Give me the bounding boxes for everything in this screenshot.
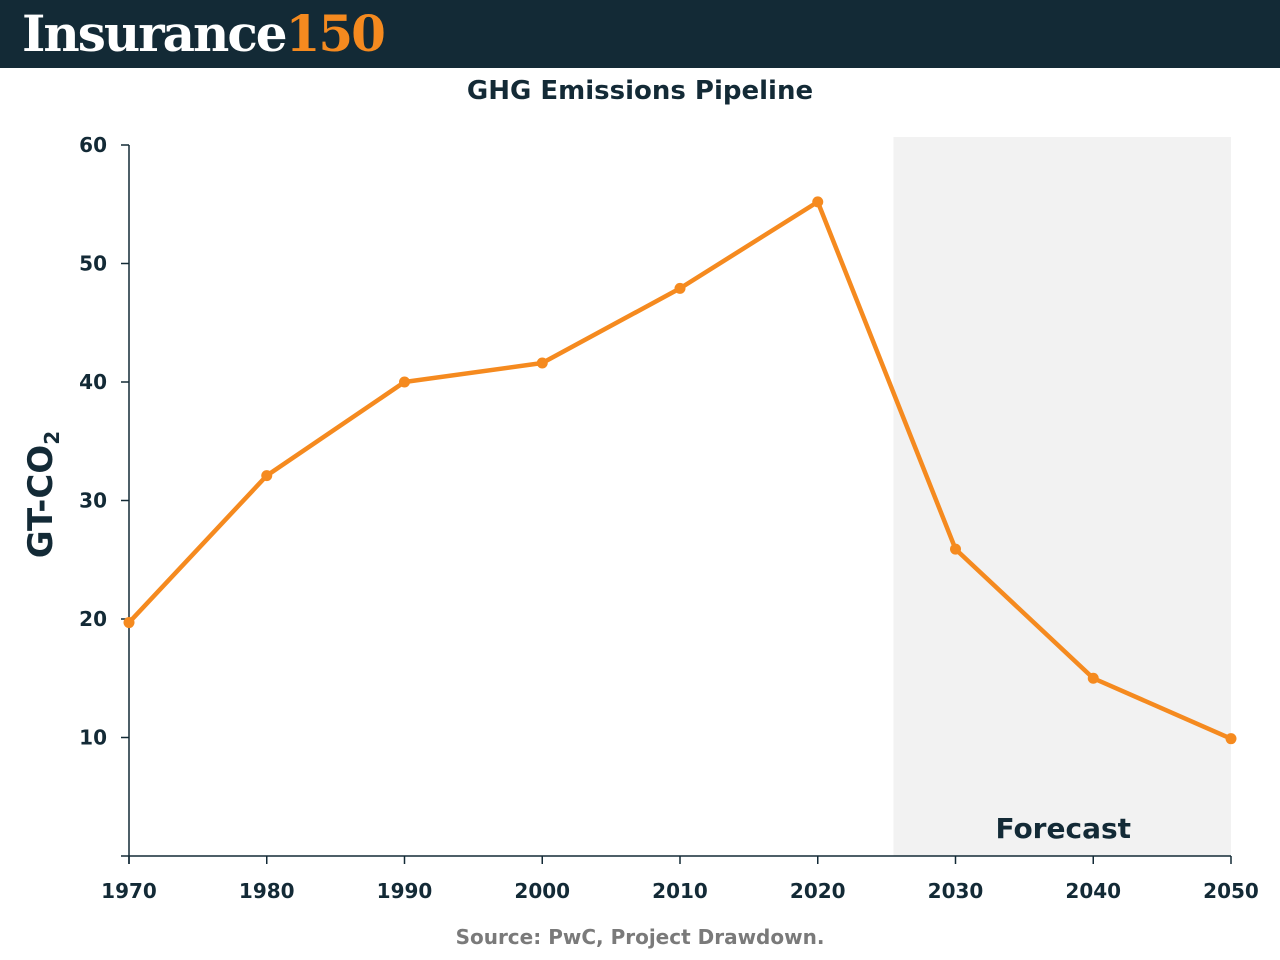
y-tick-label: 30 bbox=[79, 489, 107, 513]
y-axis: 10 20 30 40 50 60 bbox=[79, 133, 130, 864]
data-point[interactable] bbox=[261, 470, 273, 482]
y-tick-label: 20 bbox=[79, 607, 107, 631]
x-tick-label: 1980 bbox=[239, 879, 295, 903]
brand-name: Insurance bbox=[22, 4, 288, 63]
data-point[interactable] bbox=[123, 617, 135, 629]
x-tick-label: 2030 bbox=[928, 879, 984, 903]
chart-title: GHG Emissions Pipeline bbox=[466, 76, 814, 106]
y-tick-label: 60 bbox=[79, 133, 107, 157]
y-axis-title: GT-CO2 bbox=[21, 431, 64, 558]
forecast-region bbox=[893, 137, 1231, 856]
data-point[interactable] bbox=[1087, 672, 1099, 684]
brand-number: 150 bbox=[285, 4, 386, 63]
data-point[interactable] bbox=[399, 376, 410, 388]
data-point[interactable] bbox=[674, 282, 686, 294]
x-tick-label: 1970 bbox=[101, 879, 157, 903]
data-point[interactable] bbox=[536, 357, 548, 369]
data-point[interactable] bbox=[1225, 733, 1237, 745]
x-tick-label: 2020 bbox=[790, 879, 846, 903]
brand-logo[interactable]: Insurance150 bbox=[22, 2, 386, 66]
x-tick-label: 2050 bbox=[1203, 879, 1259, 903]
data-point[interactable] bbox=[950, 543, 961, 555]
x-tick-label: 2010 bbox=[652, 879, 708, 903]
source-note: Source: PwC, Project Drawdown. bbox=[455, 925, 825, 949]
data-point[interactable] bbox=[812, 196, 824, 208]
forecast-label: Forecast bbox=[995, 812, 1131, 845]
y-tick-label: 40 bbox=[79, 370, 107, 394]
y-axis-title-main: GT-CO bbox=[21, 445, 61, 558]
x-tick-label: 2000 bbox=[514, 879, 570, 903]
header-bar: Insurance150 bbox=[0, 0, 1280, 68]
x-tick-label: 2040 bbox=[1065, 879, 1121, 903]
y-axis-title-subscript: 2 bbox=[40, 431, 64, 445]
series-group bbox=[123, 196, 1237, 745]
y-tick-label: 50 bbox=[79, 252, 107, 276]
y-tick-label: 10 bbox=[79, 726, 107, 750]
x-axis: 1970 1980 1990 2000 2010 2020 2030 2040 2050 bbox=[101, 855, 1259, 903]
x-tick-label: 1990 bbox=[377, 879, 433, 903]
